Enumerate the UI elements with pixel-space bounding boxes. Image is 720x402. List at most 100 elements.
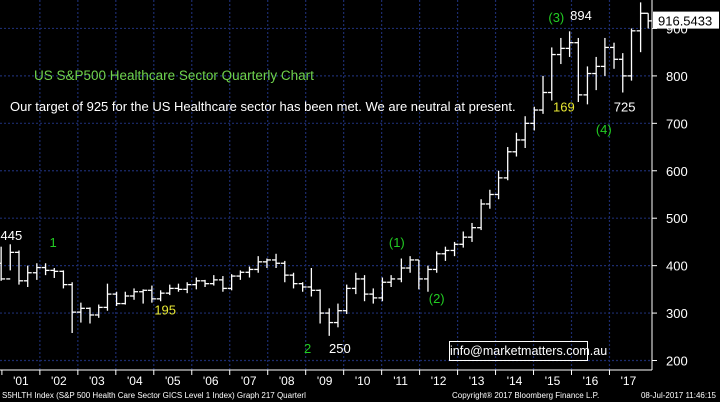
- ohlc-bar: [644, 12, 653, 29]
- footer-security: S5HLTH Index (S&P 500 Health Care Sector…: [2, 391, 306, 400]
- ohlc-bar: [227, 274, 236, 291]
- ohlc-bar: [307, 268, 316, 297]
- x-tick-label: '01: [13, 374, 29, 388]
- chart-annotation: (2): [429, 291, 445, 306]
- ohlc-bar: [41, 263, 50, 276]
- last-price-box: [653, 11, 719, 29]
- y-tick-label: 300: [666, 306, 688, 321]
- ohlc-bar: [333, 303, 342, 328]
- ohlc-bar: [387, 275, 396, 287]
- chart-annotation: 169: [553, 100, 575, 115]
- ohlc-bar: [583, 66, 592, 105]
- ohlc-bar: [165, 284, 174, 296]
- ohlc-bar: [521, 116, 530, 148]
- ohlc-bar: [342, 284, 351, 315]
- footer-timestamp: 08-Jul-2017 11:46:15: [640, 391, 716, 400]
- ohlc-bar: [351, 272, 360, 295]
- ohlc-bar: [610, 42, 619, 69]
- ohlc-bar: [450, 241, 459, 257]
- ohlc-bar: [209, 275, 218, 286]
- ohlc-bar: [280, 260, 289, 283]
- chart-annotation: 894: [570, 8, 592, 23]
- ohlc-bar: [262, 258, 271, 269]
- ohlc-bar: [406, 256, 415, 273]
- ohlc-bar: [201, 279, 210, 287]
- ohlc-bar: [254, 256, 263, 273]
- ohlc-bar: [618, 53, 627, 93]
- ohlc-bars: [0, 2, 653, 336]
- ohlc-bar: [565, 31, 574, 57]
- ohlc-bar: [156, 290, 165, 302]
- x-tick-label: '05: [165, 374, 181, 388]
- ohlc-bar: [477, 199, 486, 231]
- ohlc-bar: [423, 265, 432, 292]
- chart-annotation: (1): [389, 235, 405, 250]
- footer-bar: S5HLTH Index (S&P 500 Health Care Sector…: [0, 390, 720, 402]
- x-tick-label: '08: [279, 374, 295, 388]
- ohlc-bar: [459, 231, 468, 248]
- ohlc-bar: [59, 270, 68, 289]
- y-tick-label: 600: [666, 164, 688, 179]
- x-tick-label: '06: [203, 374, 219, 388]
- x-tick-label: '15: [545, 374, 561, 388]
- ohlc-bar: [600, 37, 609, 76]
- ohlc-bar: [121, 291, 130, 305]
- ohlc-bar: [130, 288, 139, 300]
- ohlc-bar: [14, 250, 23, 285]
- ohlc-bar: [378, 277, 387, 302]
- x-tick-label: '14: [507, 374, 523, 388]
- x-tick-label: '03: [89, 374, 105, 388]
- ohlc-bar: [272, 253, 281, 269]
- x-tick-label: '16: [583, 374, 599, 388]
- x-tick-label: '02: [51, 374, 67, 388]
- x-tick-label: '12: [431, 374, 447, 388]
- chart-annotation: 445: [1, 228, 23, 243]
- chart-annotation: (4): [596, 122, 612, 137]
- x-axis: '01 '02 '03 '04 '05 '06 '07 '08 '09 '10 '11 '12 '13 '…: [0, 369, 652, 388]
- ohlc-bar: [539, 75, 548, 114]
- ohlc-bar: [85, 307, 94, 324]
- ohlc-bar: [468, 222, 477, 242]
- x-tick-label: '10: [355, 374, 371, 388]
- ohlc-bar: [592, 56, 601, 91]
- chart-grid: [0, 0, 652, 370]
- ohlc-bar: [94, 304, 103, 318]
- chart-annotation: 1: [50, 235, 57, 250]
- y-tick-label: 800: [666, 69, 688, 84]
- y-tick-label: 200: [666, 354, 688, 369]
- chart-annotation: (3): [548, 10, 564, 25]
- ohlc-bar: [183, 282, 192, 294]
- ohlc-bar: [23, 265, 32, 287]
- ohlc-bar: [485, 189, 494, 209]
- y-tick-label: 400: [666, 259, 688, 274]
- chart-subtitle: Our target of 925 for the US Healthcare …: [10, 99, 516, 114]
- x-tick-label: '13: [469, 374, 485, 388]
- ohlc-bar: [574, 37, 583, 102]
- ohlc-bar: [68, 282, 77, 333]
- x-tick-label: '09: [317, 374, 333, 388]
- footer-copyright: Copyright® 2017 Bloomberg Finance L.P.: [452, 391, 600, 400]
- x-tick-label: '04: [127, 374, 143, 388]
- ohlc-bar: [530, 106, 539, 131]
- ohlc-bar: [32, 263, 41, 280]
- ohlc-bar: [0, 246, 6, 281]
- chart-annotation: 195: [154, 302, 176, 317]
- ohlc-bar: [414, 259, 423, 290]
- chart-annotation: 2: [304, 341, 311, 356]
- ohlc-bar: [76, 302, 85, 323]
- watermark-email: info@marketmatters.com.au: [449, 341, 607, 361]
- ohlc-bar: [50, 268, 59, 278]
- ohlc-bar: [432, 251, 441, 273]
- ohlc-bar: [369, 288, 378, 304]
- x-tick-label: '07: [241, 374, 257, 388]
- ohlc-bar: [245, 266, 254, 278]
- ohlc-bar: [627, 28, 636, 81]
- ohlc-bar: [6, 244, 15, 280]
- ohlc-bar: [441, 246, 450, 261]
- chart-annotation: 250: [329, 341, 351, 356]
- ohlc-bar: [218, 276, 227, 292]
- ohlc-bar: [298, 282, 307, 292]
- ohlc-bar: [139, 289, 148, 304]
